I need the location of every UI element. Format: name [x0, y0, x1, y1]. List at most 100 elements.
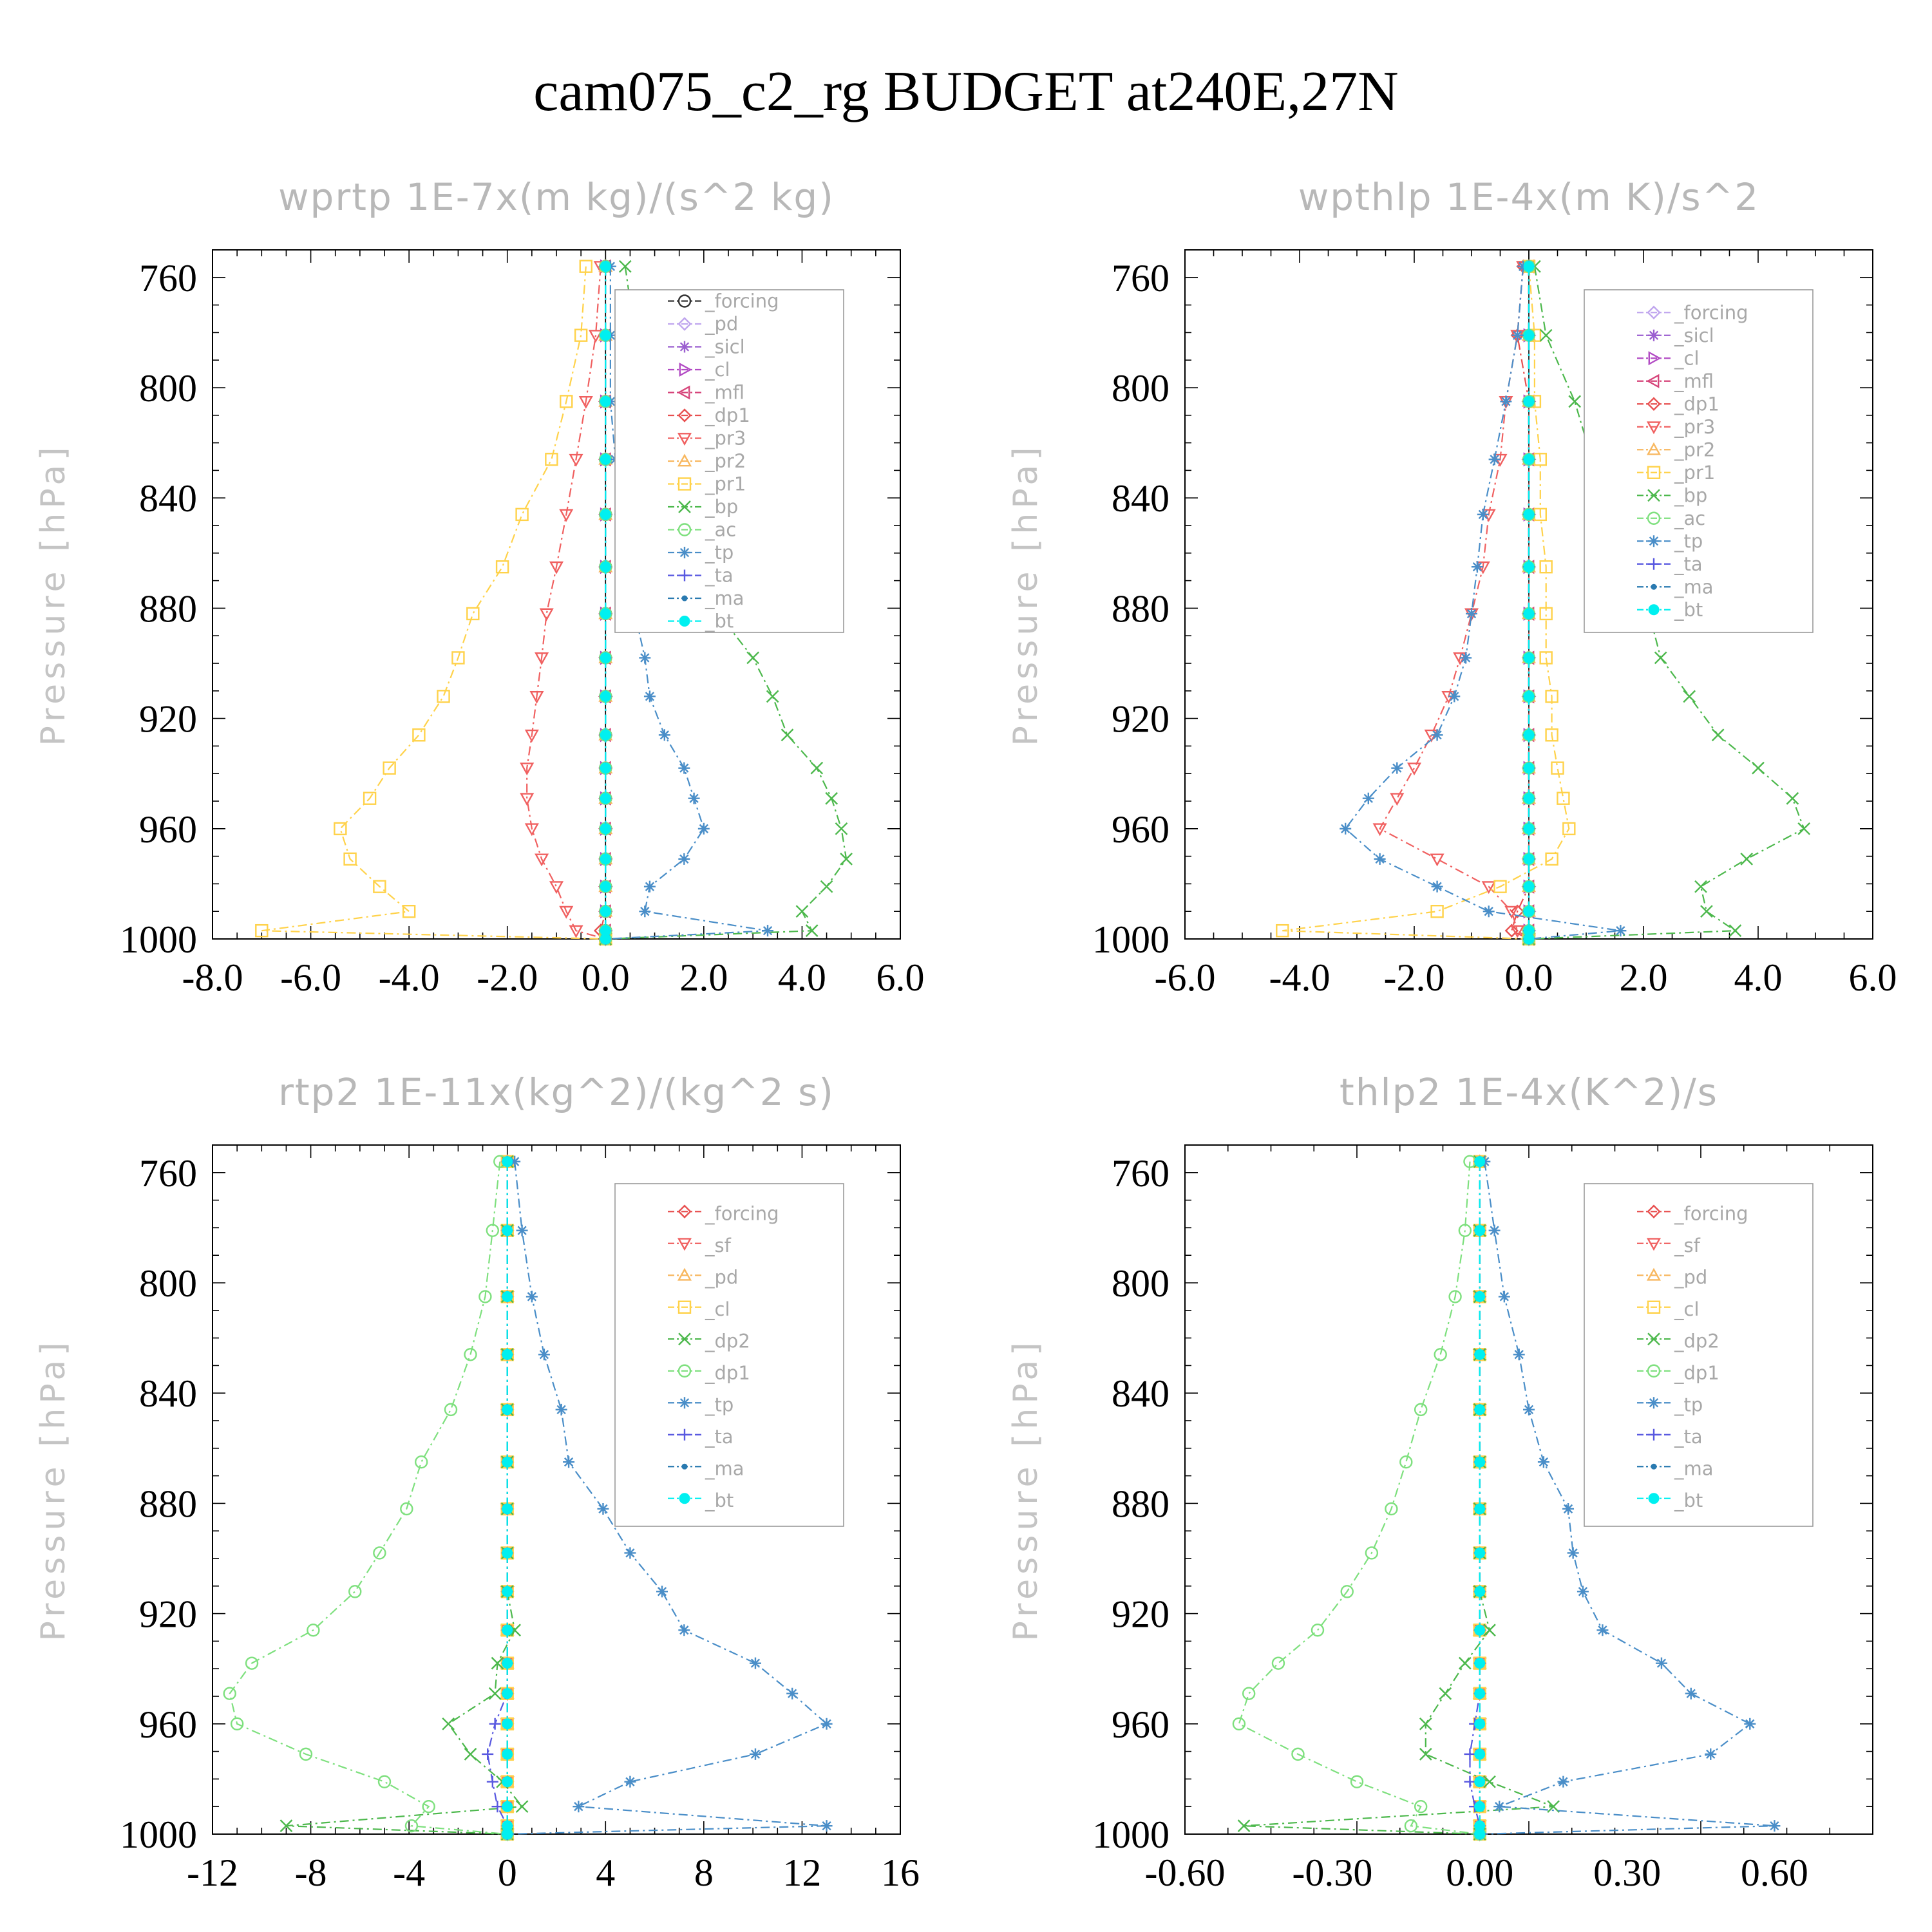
- data-point: [1523, 881, 1535, 893]
- data-point: [1482, 905, 1495, 918]
- data-point: [1744, 1718, 1756, 1730]
- legend-box: [1584, 289, 1814, 633]
- data-point: [1523, 395, 1535, 407]
- data-point: [1362, 792, 1374, 804]
- data-point: [1511, 329, 1524, 341]
- data-point: [1474, 1658, 1486, 1669]
- series-line-pr3: [526, 266, 606, 940]
- x-tick-label: -2.0: [477, 956, 538, 999]
- data-point: [334, 822, 347, 836]
- data-point: [1419, 1717, 1432, 1730]
- y-tick-label: 1000: [120, 1814, 197, 1856]
- data-point: [539, 608, 554, 621]
- legend-label: _pr1: [705, 473, 746, 495]
- data-point: [1439, 1687, 1452, 1700]
- data-point: [516, 1224, 528, 1236]
- data-point: [520, 793, 535, 806]
- data-point: [1448, 690, 1461, 703]
- y-tick-label: 920: [139, 1593, 197, 1636]
- data-point: [820, 1820, 833, 1832]
- data-point: [1539, 560, 1553, 574]
- x-tick-label: 0: [498, 1852, 517, 1894]
- data-point: [781, 728, 794, 742]
- data-point: [1242, 1687, 1256, 1700]
- x-tick-label: 12: [782, 1852, 821, 1894]
- legend-marker: [677, 1204, 692, 1218]
- data-point: [509, 1155, 521, 1168]
- series-group: [255, 259, 853, 947]
- series-line-tp: [605, 266, 768, 940]
- data-point: [1474, 1624, 1486, 1636]
- legend-marker: [1648, 351, 1662, 366]
- data-point: [835, 822, 848, 835]
- legend-marker: [679, 362, 692, 377]
- legend-marker: [1646, 442, 1662, 455]
- legend-marker: [679, 616, 690, 627]
- data-point: [535, 652, 549, 665]
- y-tick-label: 840: [1112, 477, 1170, 520]
- data-point: [245, 1656, 259, 1670]
- data-point: [1786, 791, 1799, 805]
- legend-label: _dp1: [705, 404, 750, 426]
- data-point: [1523, 690, 1535, 702]
- data-point: [1474, 1586, 1486, 1597]
- data-point: [1539, 328, 1553, 342]
- data-point: [1493, 880, 1507, 893]
- data-point: [1655, 1657, 1667, 1669]
- data-point: [1683, 690, 1696, 703]
- legend-label: _forcing: [705, 290, 779, 312]
- data-point: [1399, 1455, 1413, 1469]
- x-tick-label: 6.0: [876, 956, 925, 999]
- legend-label: _dp1: [1674, 393, 1719, 415]
- legend-label: _ta: [705, 565, 734, 587]
- data-point: [600, 330, 611, 341]
- data-point: [1523, 933, 1535, 945]
- data-point: [502, 1586, 513, 1597]
- data-point: [1431, 729, 1443, 741]
- data-point: [1458, 1656, 1472, 1670]
- data-point: [1365, 1546, 1379, 1560]
- data-point: [749, 1748, 761, 1760]
- data-point: [1406, 762, 1422, 776]
- data-point: [502, 1718, 513, 1730]
- x-tick-label: -8.0: [182, 956, 243, 999]
- data-point: [643, 690, 656, 703]
- data-point: [1474, 1718, 1486, 1730]
- legend-label: _dp2: [705, 1331, 750, 1352]
- data-point: [1471, 561, 1483, 573]
- data-point: [1797, 822, 1811, 835]
- data-point: [1474, 1547, 1486, 1558]
- data-point: [1374, 853, 1386, 865]
- data-point: [412, 728, 426, 742]
- series-line-pr1: [261, 266, 606, 940]
- data-point: [442, 1717, 455, 1730]
- data-point: [1493, 1801, 1506, 1813]
- data-point: [1460, 652, 1472, 664]
- y-tick-label: 800: [1112, 1262, 1170, 1305]
- data-point: [1271, 1656, 1285, 1670]
- y-tick-label: 800: [1112, 367, 1170, 410]
- legend-label: _tp: [705, 1394, 734, 1416]
- panel-1: wprtp 1E-7x(m kg)/(s^2 kg) Pressure [hPa]…: [34, 175, 925, 999]
- legend-marker: [1648, 1397, 1660, 1409]
- x-tick-label: 6.0: [1849, 956, 1897, 999]
- data-point: [466, 607, 480, 621]
- legend-marker: [1647, 511, 1661, 525]
- data-point: [415, 1455, 428, 1469]
- data-point: [600, 933, 611, 945]
- legend-label: _tp: [1674, 1394, 1703, 1416]
- y-tick-label: 1000: [1092, 918, 1170, 961]
- data-point: [555, 1403, 567, 1416]
- legend: _forcing_pd_sicl_cl_mfl_dp1_pr3_pr2_pr1_…: [614, 289, 844, 633]
- data-point: [1483, 1775, 1496, 1788]
- data-point: [307, 1624, 320, 1637]
- data-point: [502, 1291, 513, 1302]
- data-point: [795, 905, 809, 918]
- legend-marker: [679, 1397, 690, 1409]
- legend-marker: [677, 408, 692, 422]
- data-point: [600, 261, 611, 272]
- data-point: [451, 651, 465, 665]
- legend: _forcing_sicl_cl_mfl_dp1_pr3_pr2_pr1_bp_…: [1584, 289, 1814, 633]
- data-point: [1523, 330, 1535, 341]
- legend-label: _ac: [1674, 507, 1705, 529]
